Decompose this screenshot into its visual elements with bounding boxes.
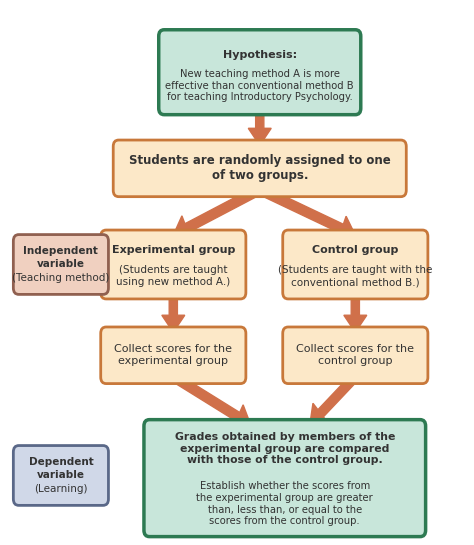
Polygon shape bbox=[173, 185, 262, 240]
FancyBboxPatch shape bbox=[144, 420, 426, 537]
FancyBboxPatch shape bbox=[100, 327, 246, 384]
Polygon shape bbox=[162, 292, 185, 332]
Text: Experimental group: Experimental group bbox=[111, 245, 235, 255]
Text: Collect scores for the
control group: Collect scores for the control group bbox=[296, 344, 414, 366]
Polygon shape bbox=[344, 292, 367, 332]
Text: Hypothesis:: Hypothesis: bbox=[223, 50, 297, 60]
Text: Control group: Control group bbox=[312, 245, 399, 255]
FancyBboxPatch shape bbox=[13, 234, 109, 294]
Text: (Learning): (Learning) bbox=[34, 484, 88, 494]
Text: (Students are taught
using new method A.): (Students are taught using new method A.… bbox=[116, 265, 230, 287]
Text: variable: variable bbox=[37, 470, 85, 481]
Polygon shape bbox=[258, 185, 356, 241]
Text: Students are randomly assigned to one
of two groups.: Students are randomly assigned to one of… bbox=[129, 154, 391, 183]
Text: variable: variable bbox=[37, 259, 85, 269]
FancyBboxPatch shape bbox=[100, 230, 246, 299]
Text: New teaching method A is more
effective than conventional method B
for teaching : New teaching method A is more effective … bbox=[165, 69, 354, 102]
Text: Establish whether the scores from
the experimental group are greater
than, less : Establish whether the scores from the ex… bbox=[196, 481, 373, 526]
Text: Collect scores for the
experimental group: Collect scores for the experimental grou… bbox=[114, 344, 232, 366]
FancyBboxPatch shape bbox=[283, 230, 428, 299]
FancyBboxPatch shape bbox=[13, 446, 109, 505]
Text: (Teaching method): (Teaching method) bbox=[12, 273, 109, 283]
Text: Independent: Independent bbox=[23, 246, 98, 256]
Text: (Students are taught with the
conventional method B.): (Students are taught with the convention… bbox=[278, 265, 432, 287]
FancyBboxPatch shape bbox=[159, 30, 361, 114]
Text: Dependent: Dependent bbox=[28, 457, 93, 467]
Polygon shape bbox=[310, 373, 358, 425]
FancyBboxPatch shape bbox=[283, 327, 428, 384]
Polygon shape bbox=[248, 110, 271, 146]
Text: Grades obtained by members of the
experimental group are compared
with those of : Grades obtained by members of the experi… bbox=[174, 432, 395, 465]
Polygon shape bbox=[172, 372, 251, 428]
FancyBboxPatch shape bbox=[113, 140, 406, 197]
